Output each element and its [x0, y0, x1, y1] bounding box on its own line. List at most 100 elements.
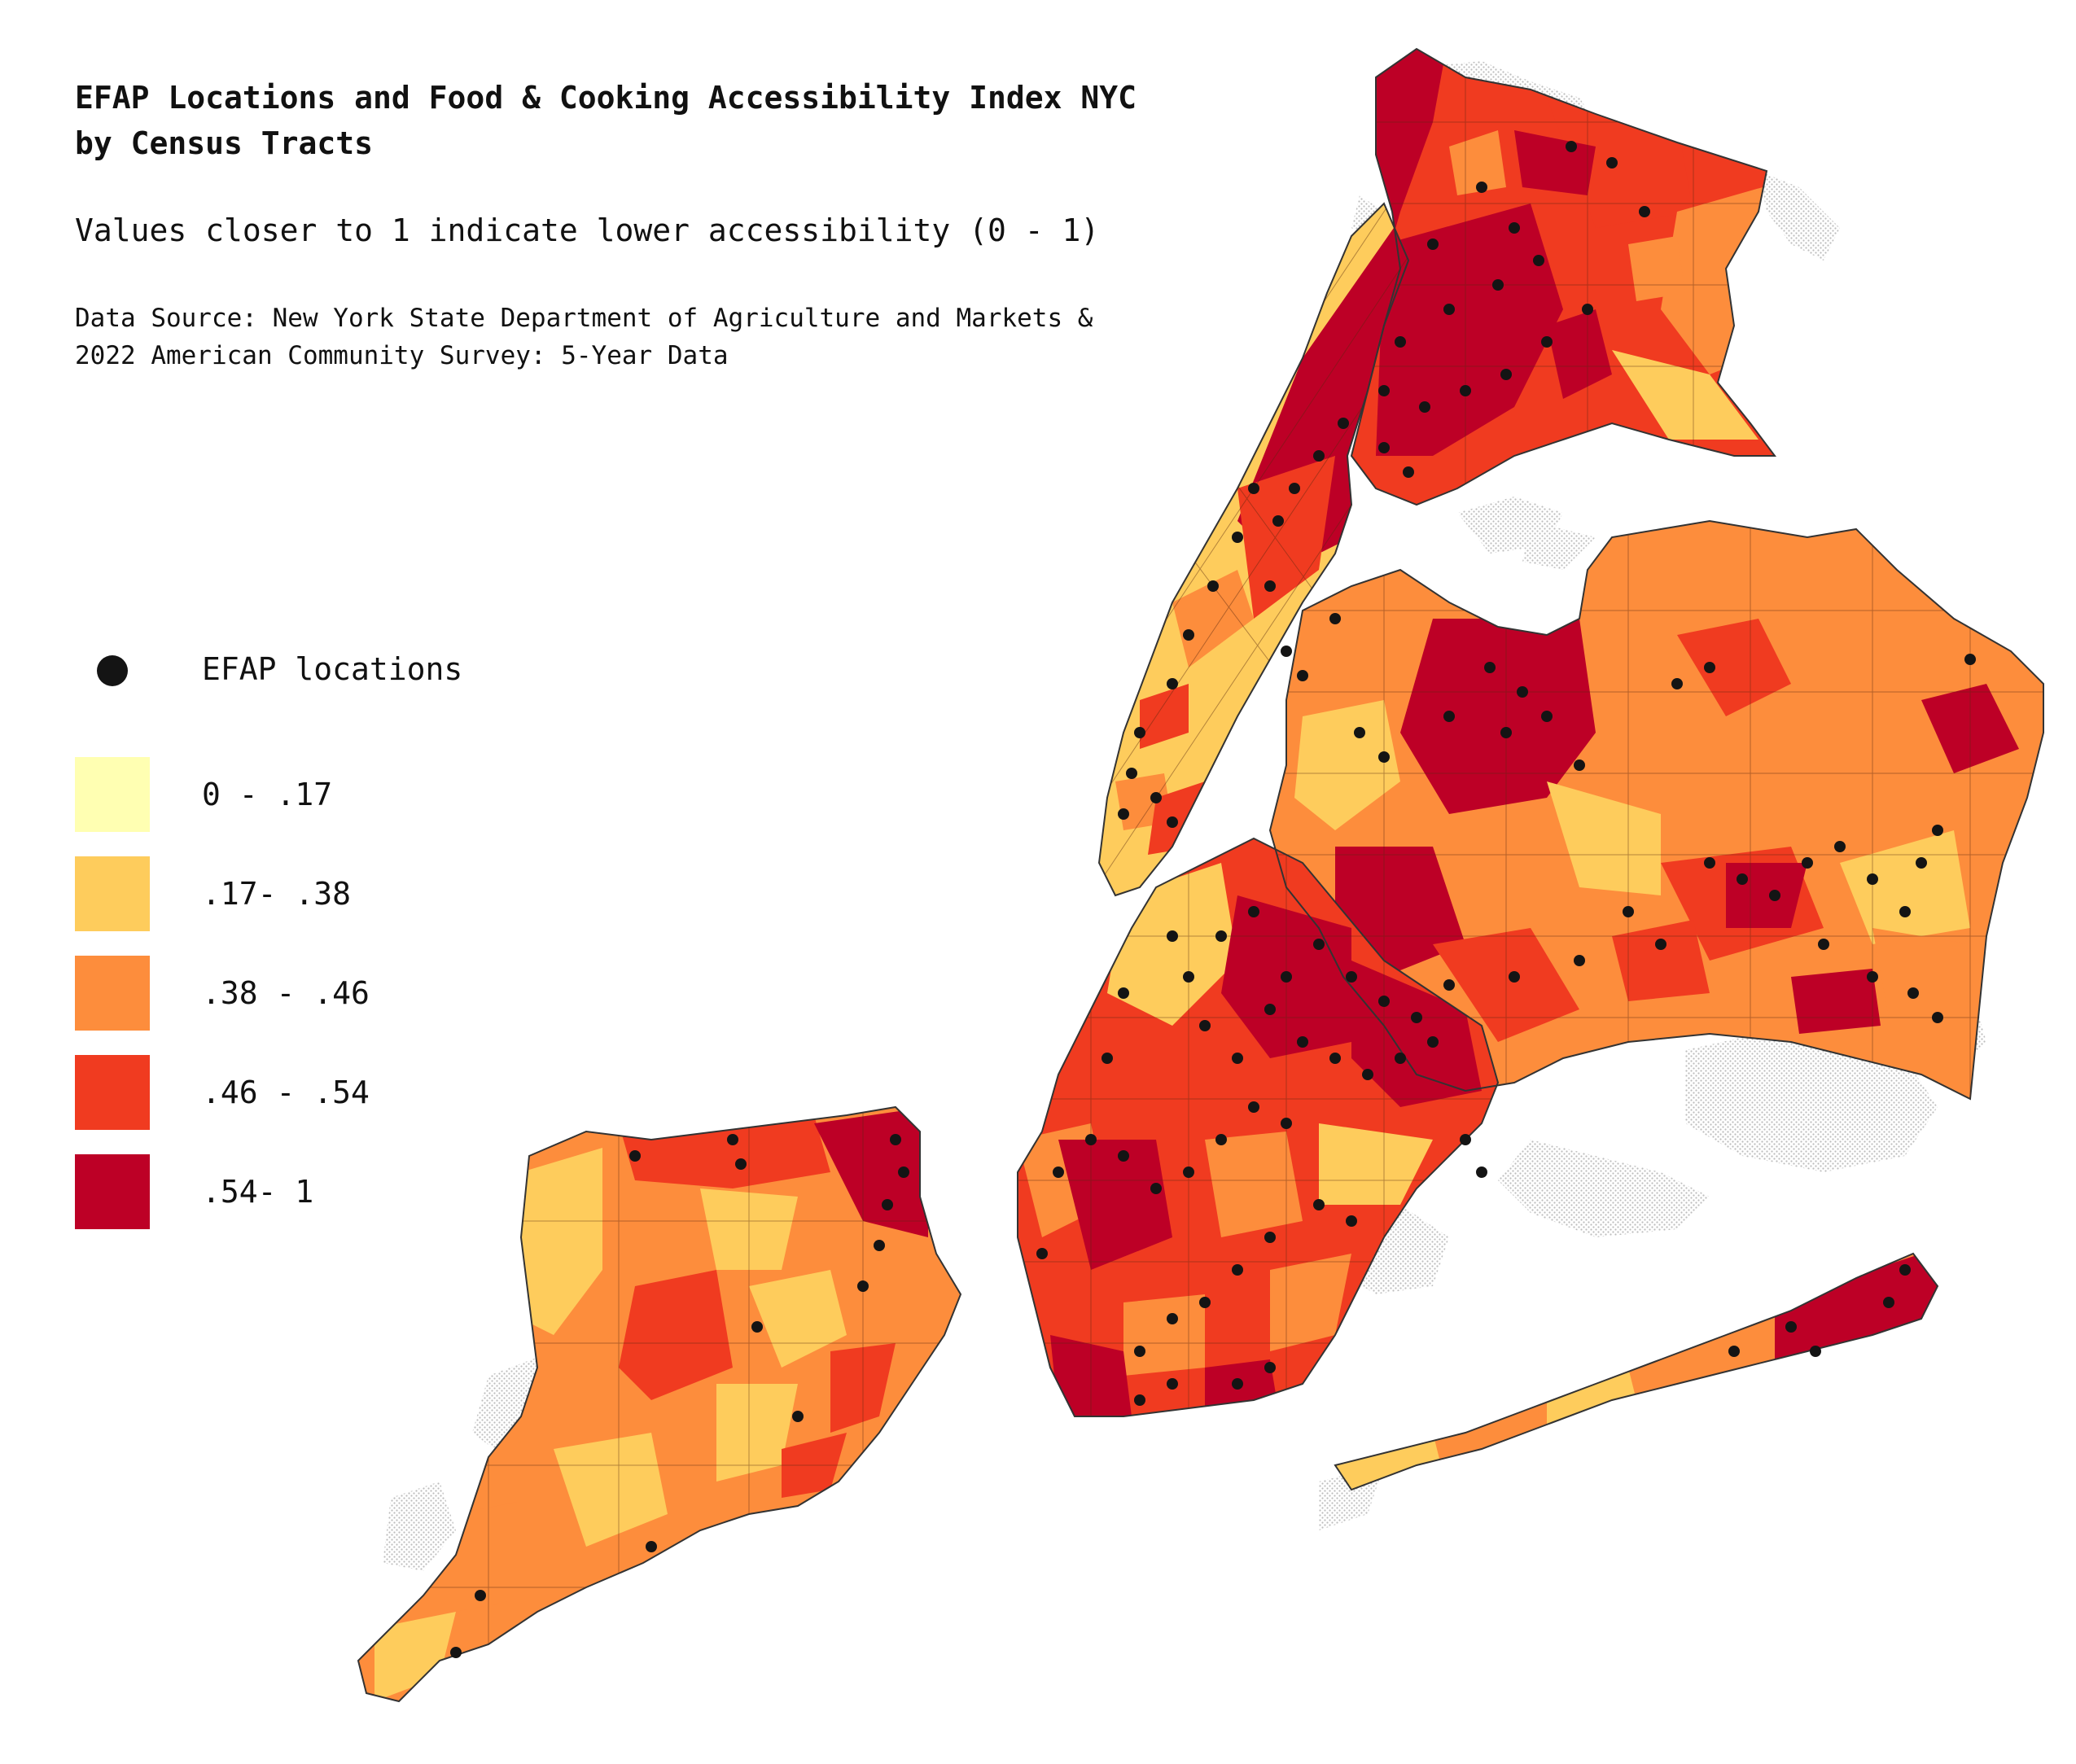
legend-row-efap: EFAP locations — [75, 643, 580, 718]
efap-point — [1883, 1297, 1894, 1308]
efap-point — [890, 1134, 901, 1145]
data-source: Data Source: New York State Department o… — [75, 300, 1093, 374]
efap-point — [1354, 727, 1365, 738]
efap-point — [1378, 996, 1390, 1007]
efap-point — [1313, 1199, 1325, 1210]
legend-swatch-class-2 — [75, 856, 150, 931]
efap-point — [1964, 654, 1976, 665]
efap-point — [1215, 930, 1227, 942]
efap-point — [1899, 1264, 1911, 1276]
legend-row-class-3: .38 - .46 — [75, 956, 580, 1031]
efap-point — [1492, 279, 1504, 291]
legend-label-efap: EFAP locations — [202, 651, 463, 687]
efap-point — [1728, 1346, 1740, 1357]
efap-point — [1297, 1036, 1308, 1048]
legend: EFAP locations 0 - .17 .17- .38 .38 - .4… — [75, 643, 580, 1245]
efap-point — [1509, 971, 1520, 983]
map-title: EFAP Locations and Food & Cooking Access… — [75, 75, 1137, 166]
legend-row-class-4: .46 - .54 — [75, 1055, 580, 1130]
efap-point — [1281, 971, 1292, 983]
efap-point — [1818, 939, 1829, 950]
efap-point — [1167, 930, 1178, 942]
efap-point — [1606, 157, 1618, 169]
efap-point — [1338, 418, 1349, 429]
efap-point — [1533, 255, 1544, 266]
efap-point — [1281, 1118, 1292, 1129]
efap-point — [1167, 1313, 1178, 1324]
efap-point — [1639, 206, 1650, 217]
efap-point — [1810, 1346, 1821, 1357]
efap-point — [1248, 906, 1259, 917]
efap-point — [1655, 939, 1666, 950]
efap-point — [1403, 466, 1414, 478]
efap-point — [1102, 1053, 1113, 1064]
legend-row-class-1: 0 - .17 — [75, 757, 580, 832]
efap-point — [1167, 1378, 1178, 1390]
efap-point — [1427, 239, 1439, 250]
legend-label-class-1: 0 - .17 — [202, 777, 333, 812]
efap-point — [450, 1647, 462, 1658]
efap-point — [751, 1321, 763, 1333]
legend-label-class-5: .54- 1 — [202, 1174, 314, 1210]
efap-point — [1500, 727, 1512, 738]
legend-swatch-class-5 — [75, 1154, 150, 1229]
efap-point — [1053, 1167, 1064, 1178]
efap-point — [1183, 971, 1194, 983]
efap-point — [1281, 646, 1292, 657]
efap-point — [1867, 873, 1878, 885]
efap-point — [1541, 336, 1553, 348]
efap-point — [1769, 890, 1780, 901]
efap-point — [1232, 1053, 1243, 1064]
legend-label-class-3: .38 - .46 — [202, 975, 370, 1011]
efap-point — [1785, 1321, 1797, 1333]
efap-point — [1232, 1378, 1243, 1390]
efap-point — [1460, 1134, 1471, 1145]
borough-outlines — [357, 47, 2044, 1703]
efap-point — [1085, 1134, 1097, 1145]
efap-point — [1118, 808, 1129, 820]
efap-point — [1541, 711, 1553, 722]
efap-point — [1484, 662, 1496, 673]
data-source-line-2: 2022 American Community Survey: 5-Year D… — [75, 341, 729, 370]
efap-point — [1574, 955, 1585, 966]
efap-point — [1183, 629, 1194, 641]
efap-point — [1443, 304, 1455, 315]
efap-point — [1134, 1346, 1145, 1357]
efap-point — [882, 1199, 893, 1210]
efap-point — [1329, 1053, 1341, 1064]
efap-point — [1264, 1362, 1276, 1373]
efap-point — [1916, 857, 1927, 869]
borough-bronx — [1351, 49, 1775, 505]
legend-swatch-class-3 — [75, 956, 150, 1031]
efap-point — [1395, 1053, 1406, 1064]
efap-point — [1509, 222, 1520, 234]
efap-point — [1215, 1134, 1227, 1145]
efap-point — [898, 1167, 909, 1178]
efap-point — [1582, 304, 1593, 315]
efap-point — [1346, 1215, 1357, 1227]
data-source-line-1: Data Source: New York State Department o… — [75, 304, 1093, 333]
efap-point — [1118, 987, 1129, 999]
efap-point-icon — [97, 655, 128, 686]
efap-point — [1289, 483, 1300, 494]
efap-point — [1907, 987, 1919, 999]
efap-point — [1704, 857, 1715, 869]
legend-row-class-2: .17- .38 — [75, 856, 580, 931]
efap-point — [1264, 1004, 1276, 1015]
efap-point — [1419, 401, 1430, 413]
legend-row-class-5: .54- 1 — [75, 1154, 580, 1229]
efap-point — [1476, 1167, 1487, 1178]
map-title-line-1: EFAP Locations and Food & Cooking Access… — [75, 80, 1137, 116]
efap-point — [1517, 686, 1528, 698]
efap-point — [1378, 442, 1390, 453]
efap-point — [1395, 336, 1406, 348]
efap-point — [1443, 979, 1455, 991]
efap-point — [1150, 1183, 1162, 1194]
map-subtitle: Values closer to 1 indicate lower access… — [75, 212, 1100, 248]
efap-point — [1264, 1232, 1276, 1243]
efap-point — [1150, 792, 1162, 803]
efap-point — [1232, 1264, 1243, 1276]
efap-point — [735, 1158, 747, 1170]
efap-point — [1248, 1101, 1259, 1113]
efap-point — [857, 1280, 869, 1292]
